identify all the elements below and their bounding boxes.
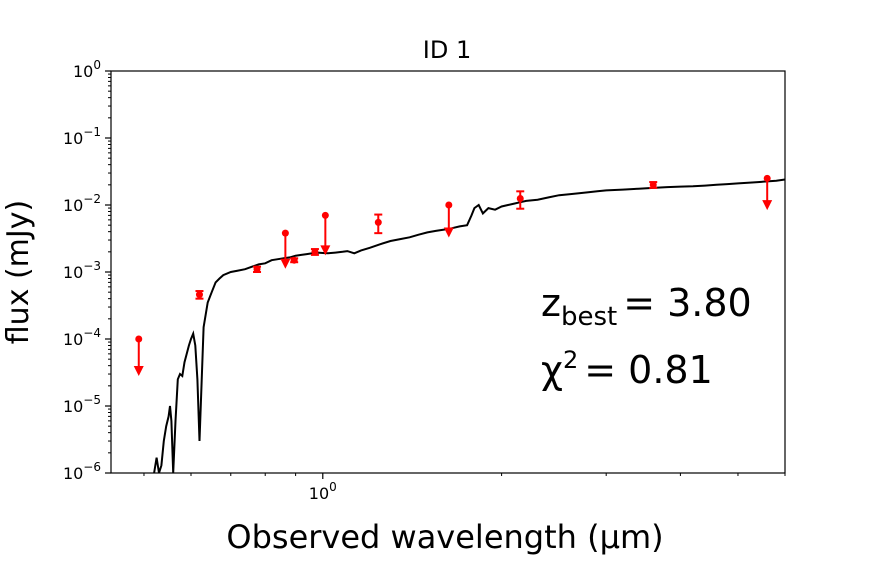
x-axis-label: Observed wavelength (µm): [226, 518, 663, 556]
y-tick-label: 10−3: [63, 259, 101, 282]
photometry-point: [311, 248, 319, 256]
chi-square-annotation: χ2 = 0.81: [541, 346, 713, 392]
photometry-point: [195, 291, 203, 299]
photometry-point: [649, 181, 657, 189]
y-tick-label: 100: [73, 58, 101, 81]
y-tick-label: 10−2: [63, 192, 101, 215]
photometry-point: [290, 256, 298, 264]
upper-limit-arrowhead: [133, 366, 144, 377]
upper-limit-point: [763, 174, 771, 182]
redshift-annotation: zbest = 3.80: [541, 281, 752, 332]
z-value: = 3.80: [623, 281, 752, 325]
chi-symbol: χ: [541, 348, 563, 392]
x-axis-ticks: 100: [143, 473, 786, 503]
y-tick-label: 10−6: [63, 460, 101, 483]
y-tick-label: 10−5: [63, 393, 101, 416]
y-tick-label: 10−4: [63, 326, 101, 349]
photometry-point: [374, 218, 382, 226]
sed-model-line: [153, 178, 786, 474]
upper-limit-arrowhead: [280, 258, 291, 269]
x-tick-label: 100: [309, 480, 337, 503]
upper-limit-point: [135, 335, 143, 343]
upper-limit-point: [321, 211, 329, 219]
photometry-point: [253, 265, 261, 273]
chi-superscript: 2: [563, 346, 578, 374]
plot-area: [110, 70, 786, 474]
photometry-point: [516, 195, 524, 203]
upper-limit-arrowhead: [762, 200, 773, 211]
axes-frame: [110, 70, 786, 474]
y-axis-label: flux (mJy): [1, 200, 36, 344]
z-symbol: z: [541, 281, 561, 325]
photometry-marks: [133, 174, 773, 377]
svg-text:χ2= 0.81: χ2 = 0.81: [541, 346, 713, 392]
upper-limit-point: [281, 229, 289, 237]
chart-title: ID 1: [423, 36, 471, 64]
y-tick-label: 10−1: [63, 125, 101, 148]
y-axis-ticks: 100 10−1 10−2 10−3 10−4 10−5 10−6: [63, 58, 111, 483]
upper-limit-point: [445, 201, 453, 209]
upper-limit-arrowhead: [320, 245, 331, 256]
chi-value: = 0.81: [584, 348, 713, 392]
z-subscript: best: [561, 302, 617, 332]
svg-text:zbest= 3.80: zbest = 3.80: [541, 281, 752, 332]
upper-limit-arrowhead: [443, 227, 454, 238]
